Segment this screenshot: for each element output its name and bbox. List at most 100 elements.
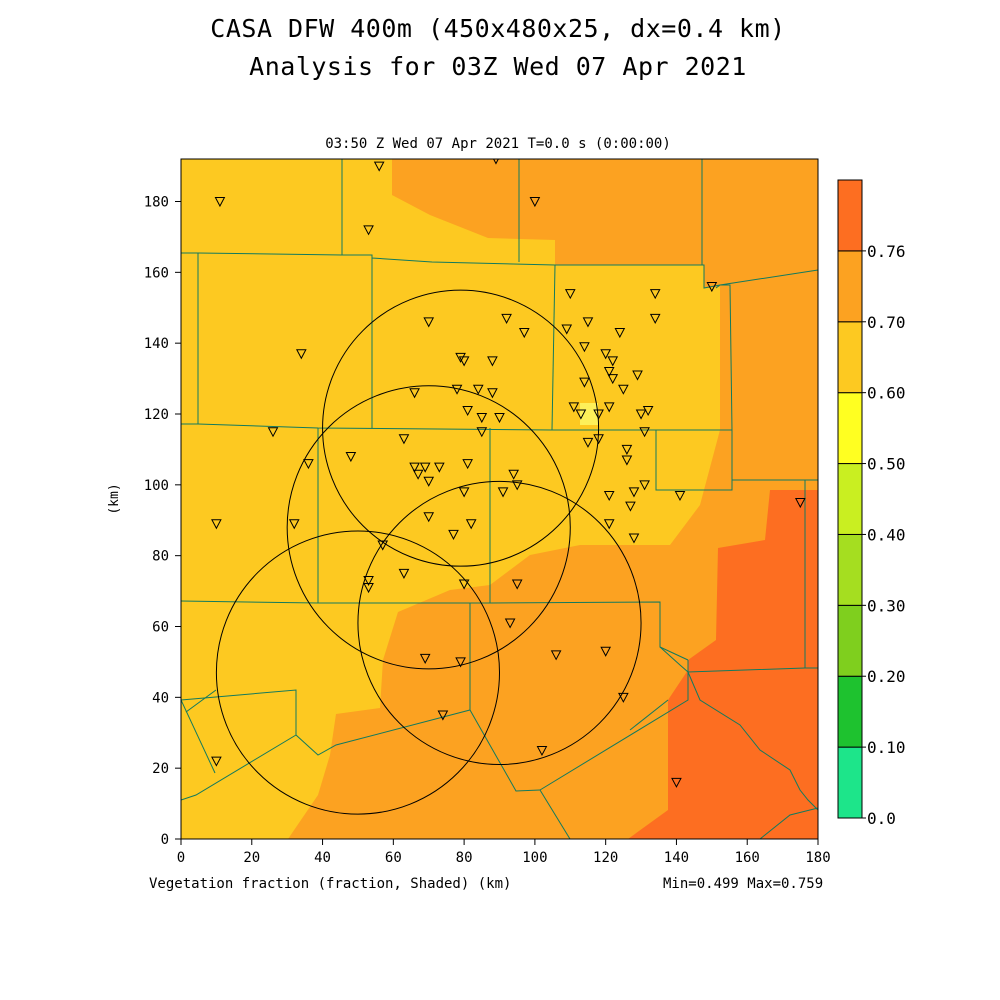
station-marker (476, 413, 488, 424)
station-marker (561, 324, 573, 335)
station-marker (564, 289, 576, 300)
station-marker (618, 384, 629, 395)
x-tick-label: 80 (456, 850, 473, 866)
colorbar-segment (837, 675, 863, 748)
station-marker (363, 575, 374, 587)
x-tick-label: 140 (664, 850, 689, 866)
station-marker (455, 657, 466, 668)
colorbar-segment (837, 250, 863, 323)
station-marker (423, 476, 435, 487)
y-tick-label: 160 (144, 265, 169, 281)
station-marker (621, 455, 633, 466)
chart-title-line1: CASA DFW 400m (450x480x25, dx=0.4 km) (210, 14, 786, 43)
y-tick-label: 40 (152, 690, 169, 706)
plot-frame (180, 158, 819, 840)
colorbar-label: 0.0 (867, 809, 896, 828)
station-marker (377, 540, 389, 551)
station-marker (363, 583, 374, 594)
station-marker (458, 356, 470, 367)
station-marker (642, 405, 654, 417)
colorbar-label: 0.70 (867, 313, 906, 332)
radar-ring (357, 480, 642, 766)
station-marker (501, 313, 512, 324)
station-marker (472, 384, 484, 395)
colorbar-segment (837, 463, 863, 535)
colorbar-label: 0.76 (867, 242, 906, 261)
station-marker (600, 646, 611, 657)
chart-title-line2: Analysis for 03Z Wed 07 Apr 2021 (249, 52, 747, 81)
station-marker (462, 459, 473, 470)
colorbar-label: 0.30 (867, 596, 906, 615)
station-marker (303, 459, 314, 470)
y-tick-label: 20 (152, 761, 169, 777)
colorbar-segment (837, 604, 863, 677)
station-marker (267, 427, 279, 438)
station-marker (497, 487, 509, 498)
y-tick-label: 120 (144, 407, 169, 423)
colorbar: 0.0 0.10 0.20 0.30 0.40 0.50 0.60 0.70 0.76 (837, 179, 906, 828)
radar-range-rings (215, 289, 642, 815)
station-marker (508, 469, 519, 480)
colorbar-segment (837, 179, 863, 252)
station-marker (419, 653, 431, 664)
station-marker (536, 745, 548, 757)
station-marker (423, 512, 435, 523)
station-marker (434, 462, 445, 473)
station-marker (550, 650, 562, 661)
station-marker (373, 161, 385, 172)
y-tick-label: 140 (144, 336, 169, 352)
station-marker (593, 409, 604, 420)
station-marker (706, 282, 718, 293)
station-marker (518, 328, 530, 339)
station-marker (398, 568, 410, 579)
station-marker (409, 388, 420, 399)
y-axis-label: (km) (107, 483, 122, 514)
station-markers (211, 159, 806, 788)
station-marker (494, 413, 505, 424)
station-marker (211, 756, 222, 767)
station-marker (214, 197, 226, 208)
y-tick-label: 180 (144, 195, 169, 211)
station-marker (409, 462, 420, 473)
station-marker (448, 529, 459, 540)
y-tick-label: 0 (161, 832, 169, 848)
station-marker (621, 444, 633, 455)
station-marker (288, 519, 300, 530)
station-marker (618, 692, 629, 703)
field-region-060-070-north (392, 159, 818, 288)
chart-time-subtitle: 03:50 Z Wed 07 Apr 2021 T=0.0 s (0:00:00… (325, 136, 671, 152)
colorbar-segment (837, 321, 863, 394)
station-marker (458, 579, 470, 590)
y-tick-label: 80 (152, 549, 169, 565)
station-marker (575, 409, 587, 420)
station-marker (614, 328, 626, 339)
min-max-readout: Min=0.499 Max=0.759 (663, 876, 824, 892)
station-marker (603, 367, 615, 378)
station-marker (632, 370, 643, 381)
station-marker (465, 519, 477, 530)
colorbar-segment (837, 533, 863, 606)
colorbar-label: 0.50 (867, 455, 906, 474)
station-marker (211, 519, 222, 530)
station-marker (794, 498, 806, 509)
station-marker (603, 402, 615, 413)
station-marker (451, 384, 463, 395)
x-tick-label: 40 (314, 850, 331, 866)
station-marker (635, 409, 647, 420)
station-marker (568, 402, 580, 413)
x-tick-label: 0 (177, 850, 185, 866)
y-tick-label: 60 (152, 620, 169, 636)
station-marker (579, 342, 590, 353)
station-marker (487, 356, 498, 367)
station-marker (639, 427, 650, 438)
station-marker (628, 487, 640, 498)
station-marker (419, 462, 431, 473)
station-marker (639, 480, 650, 491)
field-region-070-076-east (628, 490, 818, 839)
station-marker (398, 434, 410, 445)
station-marker (511, 579, 523, 590)
station-marker (437, 710, 449, 721)
colorbar-label: 0.20 (867, 667, 906, 686)
field-region-050-060-patch (580, 403, 598, 425)
x-tick-label: 160 (735, 850, 760, 866)
